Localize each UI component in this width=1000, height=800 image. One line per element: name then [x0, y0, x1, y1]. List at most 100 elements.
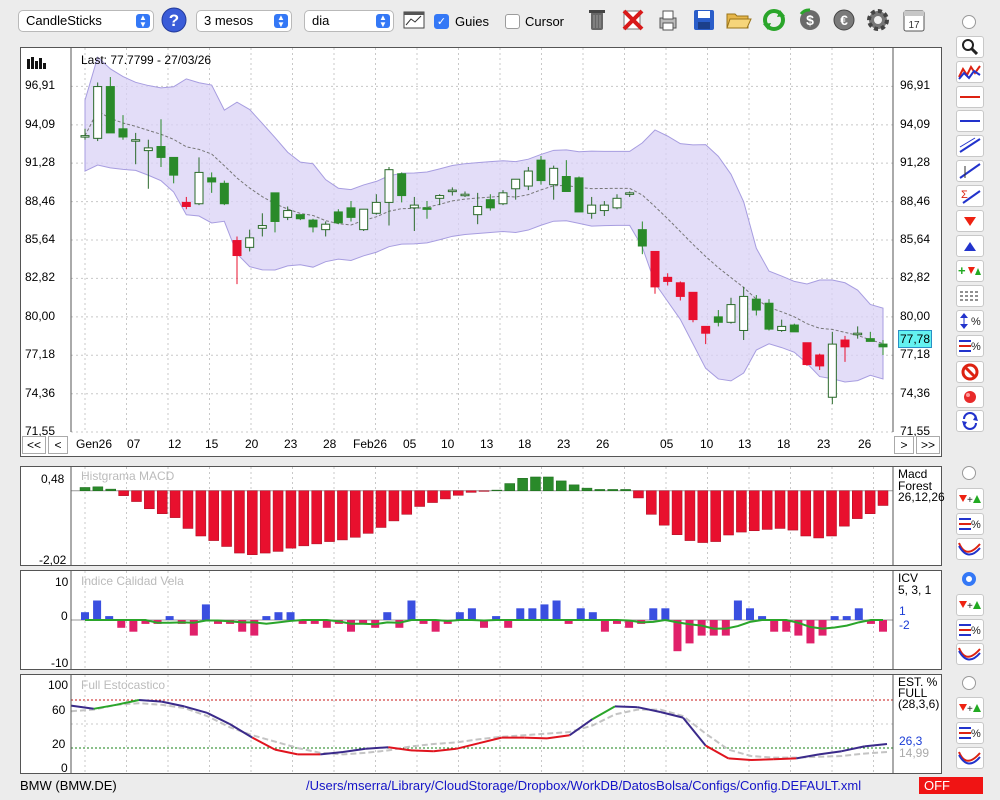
refresh-icon[interactable] [760, 6, 788, 34]
config-path-link[interactable]: /Users/mserra/Library/CloudStorage/Dropb… [306, 778, 862, 793]
macd-radio[interactable] [962, 466, 976, 480]
window-chart-icon[interactable] [400, 6, 428, 34]
candle-body [93, 86, 103, 139]
candle-body [561, 175, 571, 192]
x-tick-label: 10 [700, 437, 714, 451]
nav-first-button[interactable]: << [22, 436, 46, 454]
period-select[interactable]: 3 mesos ▲ ▼ [196, 10, 292, 32]
macd-bar [710, 490, 721, 542]
stochastic-fast-segment [388, 746, 412, 752]
macd-bar [144, 490, 155, 510]
macd-bar [723, 490, 734, 536]
icv-percent-lines-button[interactable]: % [956, 619, 984, 641]
percent-lines-button[interactable]: % [956, 335, 984, 357]
save-disk-icon[interactable] [690, 6, 718, 34]
calendar-icon[interactable]: 17 [900, 6, 928, 34]
macd-bar [697, 490, 709, 543]
candle-body [612, 197, 622, 209]
candle-body [435, 195, 445, 199]
icv-crossover-button[interactable] [956, 643, 984, 665]
icv-bar [564, 620, 573, 624]
candle-body [371, 201, 381, 214]
svg-text:+: + [967, 704, 973, 715]
macd-percent-lines-button[interactable]: % [956, 513, 984, 535]
dollar-refresh-icon[interactable]: $ [796, 6, 824, 34]
macd-signals-button[interactable]: + [956, 488, 984, 510]
cursor-checkbox[interactable] [505, 14, 520, 29]
stochastic-fast-segment [705, 744, 729, 760]
price-chart-panel[interactable]: Last: 77.7799 - 27/03/26 96,91 94,09 91,28… [20, 47, 942, 457]
trendline-tool-button[interactable] [956, 160, 984, 182]
icv-bar [673, 620, 682, 652]
stochastic-fast-segment [433, 747, 457, 753]
macd-bar [298, 490, 310, 547]
candle-body [777, 325, 787, 331]
macd-bar [156, 490, 168, 514]
y-tick-left: 80,00 [25, 308, 56, 323]
icv-bar [189, 620, 198, 636]
icv-radio[interactable] [962, 572, 976, 586]
macd-bar [453, 490, 464, 496]
buy-arrow-button[interactable] [956, 235, 984, 257]
percent-range-button[interactable]: % [956, 310, 984, 332]
channel-tool-button[interactable] [956, 135, 984, 157]
open-folder-icon[interactable] [725, 6, 753, 34]
candle-body [574, 177, 584, 213]
euro-coin-icon[interactable]: € [830, 6, 858, 34]
nav-next-button[interactable]: > [894, 436, 914, 454]
icv-bar [117, 620, 126, 628]
candle-body [802, 342, 812, 366]
interval-select[interactable]: dia ▲ ▼ [304, 10, 394, 32]
candle-pattern-button[interactable] [956, 61, 984, 83]
nav-prev-button[interactable]: < [48, 436, 68, 454]
record-button[interactable] [956, 386, 984, 408]
icv-bar [395, 620, 404, 628]
stochastic-fast-segment [184, 705, 208, 714]
horizontal-blue-line-button[interactable] [956, 110, 984, 132]
candle-body [853, 332, 863, 336]
zoom-tool-button[interactable] [956, 36, 984, 58]
stochastic-fast-segment [161, 700, 185, 708]
macd-bar [774, 490, 786, 529]
macd-panel[interactable]: Histgrama MACD 0,48 -2,02 Macd Forest 26… [20, 466, 945, 567]
printer-icon[interactable] [654, 6, 682, 34]
stochastic-radio[interactable] [962, 676, 976, 690]
macd-crossover-button[interactable] [956, 538, 984, 560]
chart-type-select[interactable]: CandleSticks ▲ ▼ [18, 10, 154, 32]
nav-last-button[interactable]: >> [916, 436, 940, 454]
stochastic-signals-button[interactable]: + [956, 697, 984, 719]
stochastic-percent-lines-button[interactable]: % [956, 722, 984, 744]
fibonacci-lines-button[interactable] [956, 285, 984, 307]
stochastic-fast-segment [614, 705, 638, 709]
icv-signals-button[interactable]: + [956, 594, 984, 616]
help-icon[interactable]: ? [160, 6, 188, 34]
icv-panel[interactable]: Indice Calidad Vela 10 0 -10 ICV 5, 3, 1… [20, 570, 942, 670]
sell-arrow-button[interactable] [956, 210, 984, 232]
macd-bar [555, 480, 567, 491]
horizontal-red-line-button[interactable] [956, 86, 984, 108]
guides-checkbox[interactable]: ✓ [434, 14, 449, 29]
macd-bar [388, 490, 400, 522]
macd-bar [736, 490, 747, 533]
sum-tool-button[interactable]: Σ [956, 185, 984, 207]
candle-body [447, 189, 457, 193]
stochastic-fast-segment [456, 742, 480, 750]
candle-pattern-icon [958, 65, 981, 80]
stochastic-fast-segment [796, 753, 820, 760]
main-chart-radio[interactable] [962, 15, 976, 29]
add-signals-button[interactable]: + [956, 260, 984, 282]
macd-bar [350, 490, 361, 538]
stochastic-fast-segment [728, 757, 752, 761]
remove-all-button[interactable] [956, 361, 984, 383]
macd-bar [324, 490, 335, 542]
gear-icon[interactable] [864, 6, 892, 34]
price-chart-svg[interactable] [21, 48, 941, 456]
trash-icon[interactable] [583, 6, 611, 34]
delete-x-icon[interactable] [619, 6, 647, 34]
swap-button[interactable] [956, 410, 984, 432]
off-toggle[interactable]: OFF [919, 777, 983, 794]
stochastic-crossover-button[interactable] [956, 747, 984, 769]
stochastic-panel[interactable]: Full Estocastico 100 60 20 0 EST. % FULL… [20, 674, 942, 775]
y-tick-left: 85,64 [25, 232, 56, 246]
bars-icon [27, 55, 49, 72]
